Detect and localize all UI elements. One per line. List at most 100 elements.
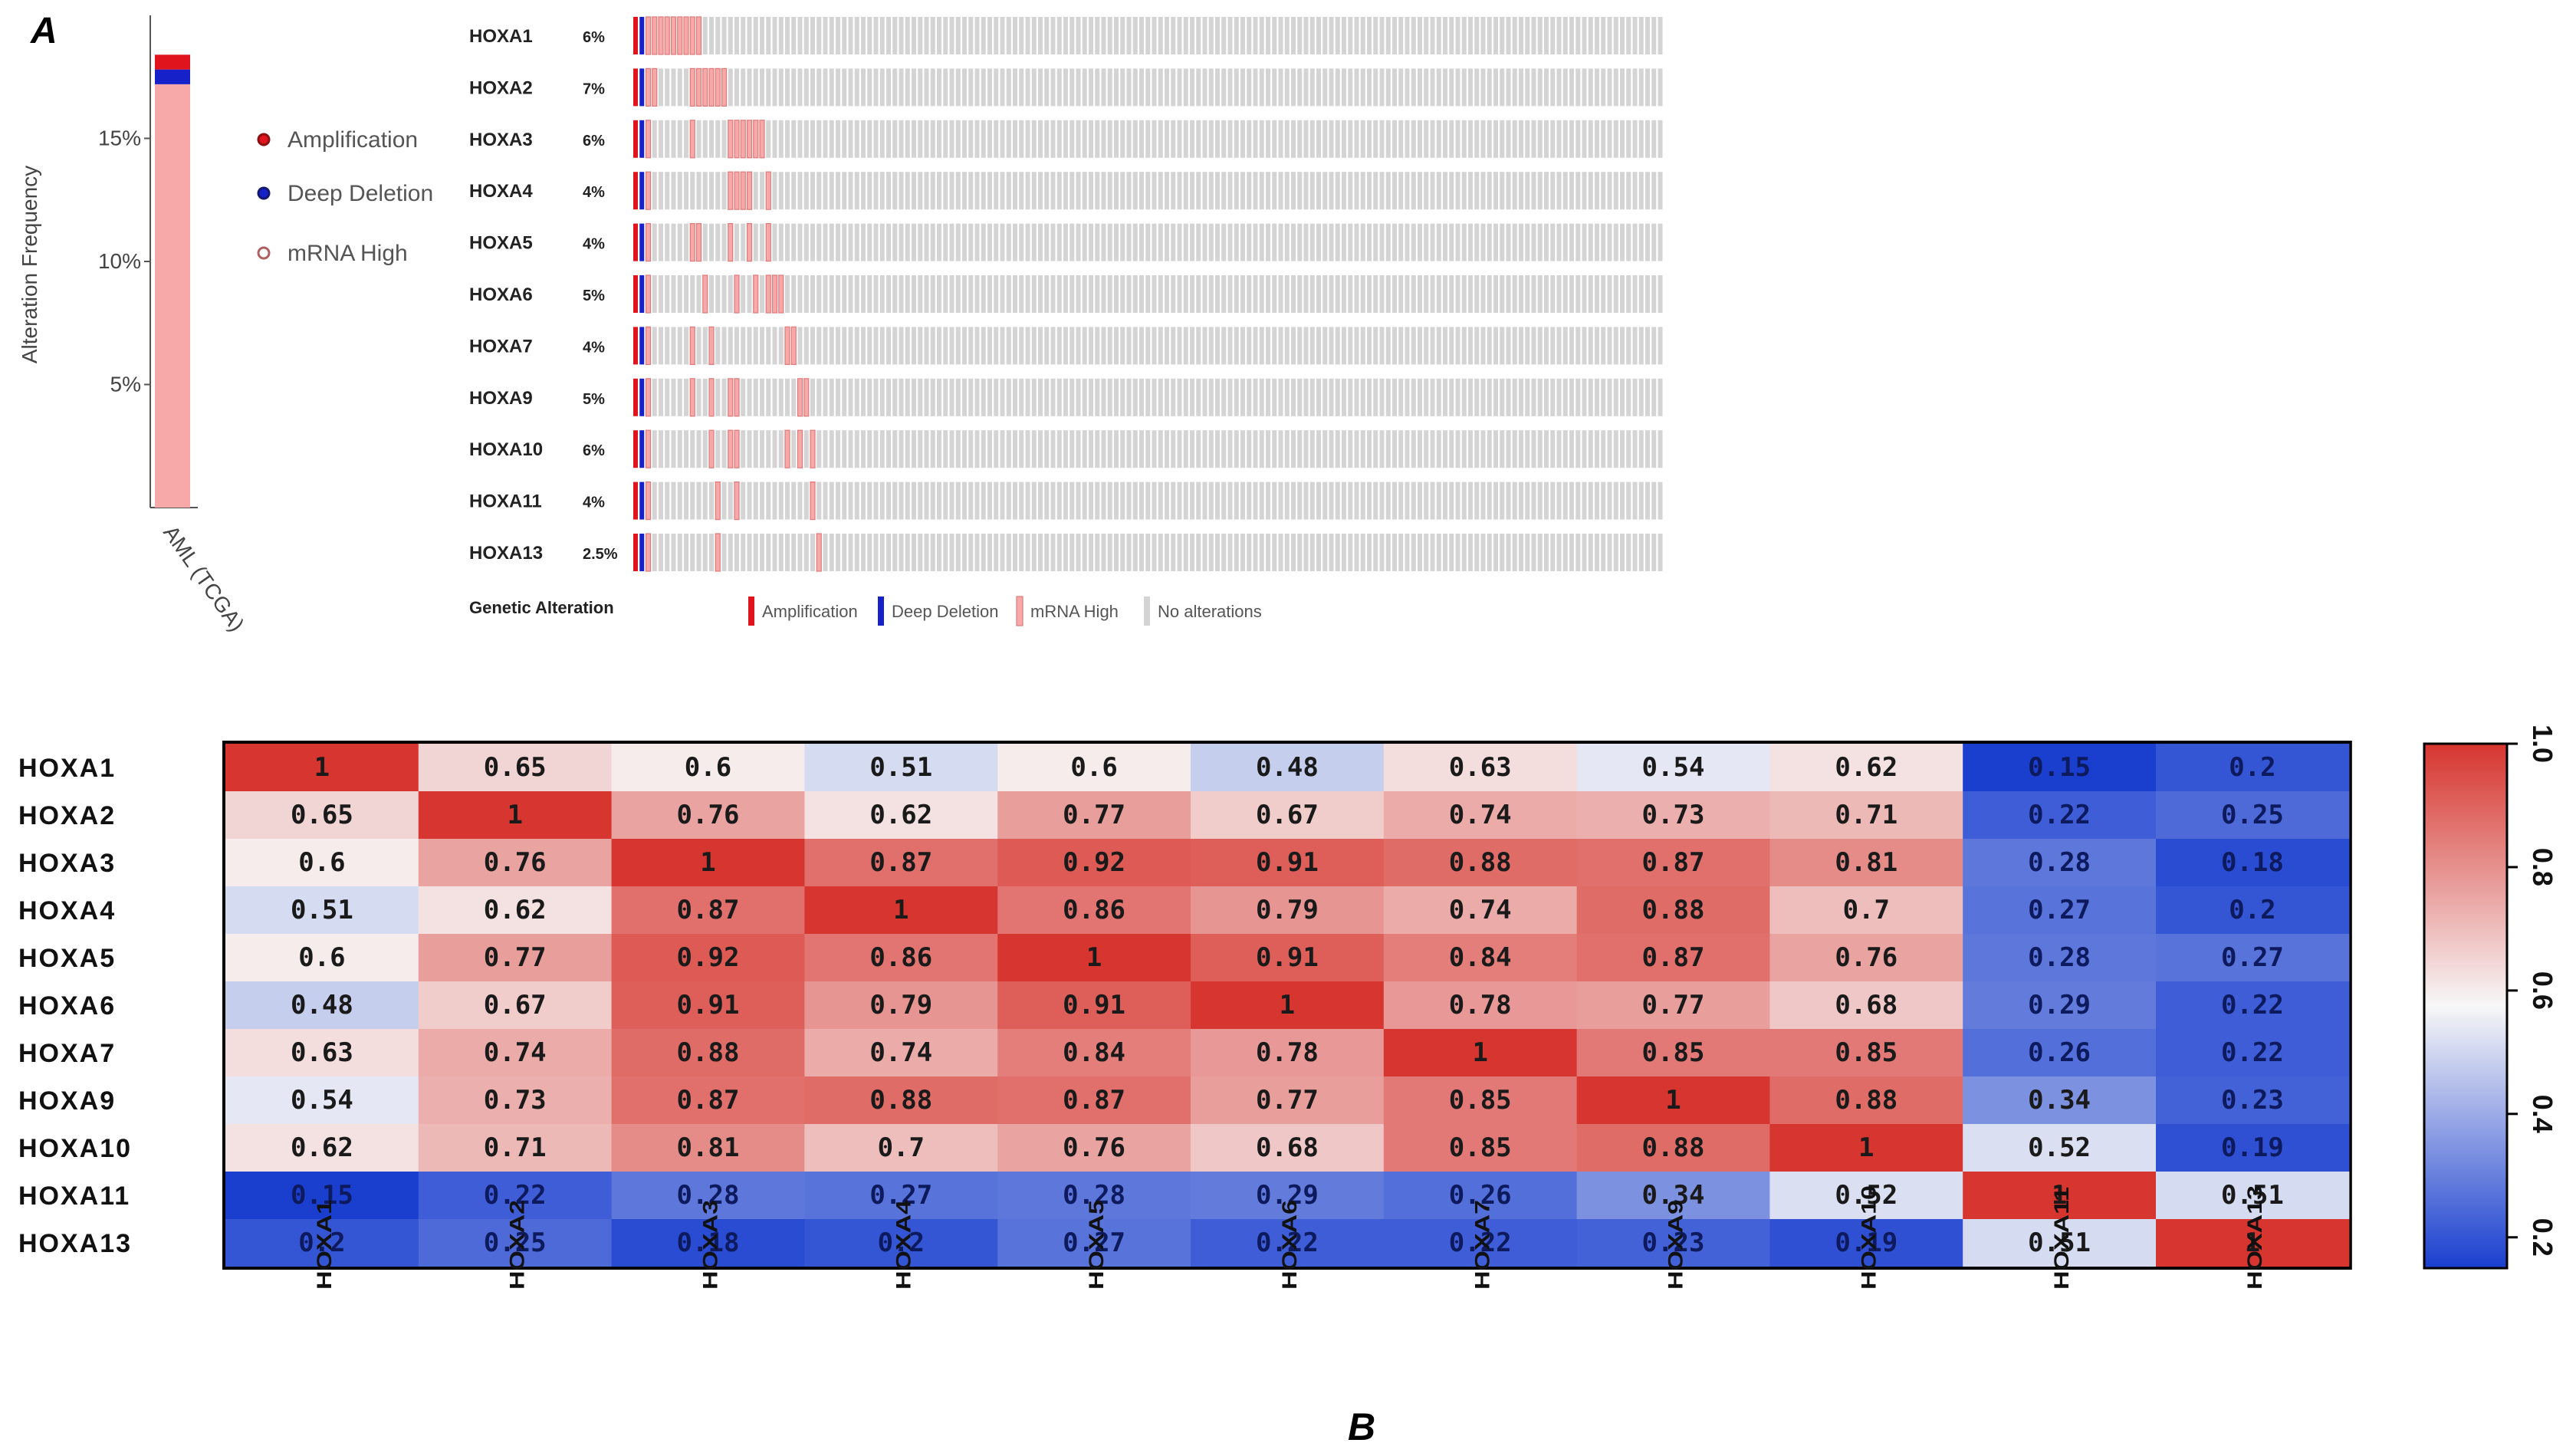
sample-amplification — [633, 534, 638, 571]
sample-cell — [1152, 534, 1157, 571]
heatmap-value: 0.6 — [1070, 752, 1117, 783]
sample-cell — [778, 120, 784, 158]
sample-cell — [905, 378, 910, 416]
sample-cell — [836, 327, 840, 365]
sample-cell — [1645, 172, 1650, 210]
sample-cell — [1132, 17, 1138, 54]
sample-cell — [1658, 172, 1663, 210]
sample-cell — [848, 275, 853, 313]
sample-cell — [1266, 17, 1270, 54]
sample-cell — [1013, 327, 1017, 365]
sample-cell — [1063, 327, 1068, 365]
sample-cell — [1227, 17, 1233, 54]
sample-cell — [1506, 68, 1511, 107]
sample-cell — [1089, 120, 1093, 158]
sample-cell — [968, 378, 974, 416]
sample-cell — [1259, 534, 1264, 571]
sample-cell — [1531, 275, 1536, 313]
sample-cell — [1158, 17, 1163, 54]
sample-cell — [1291, 120, 1296, 158]
sample-cell — [1537, 223, 1543, 261]
sample-cell — [1506, 378, 1511, 416]
heatmap-value: 0.2 — [298, 1228, 345, 1258]
sample-cell — [1519, 534, 1523, 571]
sample-cell — [1348, 327, 1353, 365]
sample-cell — [930, 327, 935, 365]
sample-cell — [962, 68, 967, 107]
sample-cell — [1259, 223, 1264, 261]
sample-mrna-high — [728, 120, 734, 159]
sample-cell — [1373, 223, 1378, 261]
heatmap-value: 0.51 — [291, 895, 353, 925]
sample-cell — [912, 223, 916, 261]
sample-mrna-high — [645, 274, 652, 314]
sample-cell — [1626, 172, 1631, 210]
sample-cell — [702, 172, 708, 210]
column-label: HOXA11 — [2049, 1187, 2073, 1290]
sample-cell — [1297, 378, 1303, 416]
sample-cell — [836, 378, 840, 416]
heatmap-cell — [225, 934, 419, 981]
sample-cell — [899, 327, 904, 365]
sample-cell — [848, 223, 853, 261]
sample-cell — [1089, 534, 1093, 571]
sample-cell — [1202, 378, 1208, 416]
sample-cell — [1019, 534, 1024, 571]
sample-cell — [829, 68, 834, 107]
sample-cell — [1424, 430, 1429, 468]
sample-cell — [816, 223, 822, 261]
sample-mrna-high — [765, 171, 771, 210]
heatmap-value: 1 — [2052, 1180, 2067, 1211]
column-label: HOXA3 — [698, 1200, 722, 1290]
sample-cell — [1076, 172, 1081, 210]
sample-cell — [949, 430, 955, 468]
sample-cell — [803, 481, 809, 520]
sample-cell — [816, 68, 822, 107]
sample-cell — [709, 17, 714, 54]
heatmap-cell — [2156, 1076, 2350, 1124]
sample-cell — [1626, 430, 1631, 468]
sample-cell — [1651, 223, 1657, 261]
sample-cell — [1436, 275, 1441, 313]
sample-cell — [797, 17, 803, 54]
sample-cell — [684, 534, 688, 571]
sample-cell — [823, 430, 828, 468]
sample-mrna-high — [695, 16, 702, 55]
sample-cell — [1651, 275, 1657, 313]
sample-cell — [702, 378, 708, 416]
sample-cell — [715, 275, 721, 313]
sample-cell — [899, 430, 904, 468]
sample-cell — [1360, 223, 1365, 261]
sample-cell — [962, 481, 967, 520]
sample-cell — [1411, 172, 1416, 210]
heatmap-cell — [418, 791, 613, 839]
sample-cell — [899, 275, 904, 313]
sample-cell — [677, 172, 682, 210]
sample-cell — [1215, 378, 1220, 416]
sample-cell — [1139, 378, 1144, 416]
sample-cell — [1050, 68, 1056, 107]
sample-cell — [1613, 17, 1618, 54]
sample-cell — [741, 327, 746, 365]
sample-cell — [886, 172, 891, 210]
sample-cell — [873, 378, 879, 416]
sample-cell — [829, 534, 834, 571]
heatmap-cell — [225, 1076, 419, 1124]
sample-cell — [1424, 534, 1429, 571]
heatmap-value: 0.27 — [2221, 942, 2284, 973]
sample-cell — [1158, 120, 1163, 158]
sample-cell — [1474, 327, 1480, 365]
sample-cell — [1430, 430, 1435, 468]
sample-cell — [968, 68, 974, 107]
sample-cell — [1638, 223, 1644, 261]
sample-cell — [709, 275, 714, 313]
sample-cell — [652, 275, 657, 313]
sample-cell — [1259, 120, 1264, 158]
sample-cell — [1126, 327, 1132, 365]
sample-cell — [1645, 223, 1650, 261]
sample-cell — [1385, 223, 1391, 261]
sample-cell — [1316, 534, 1321, 571]
sample-cell — [1367, 534, 1372, 571]
sample-cell — [1506, 534, 1511, 571]
sample-cell — [1309, 223, 1315, 261]
